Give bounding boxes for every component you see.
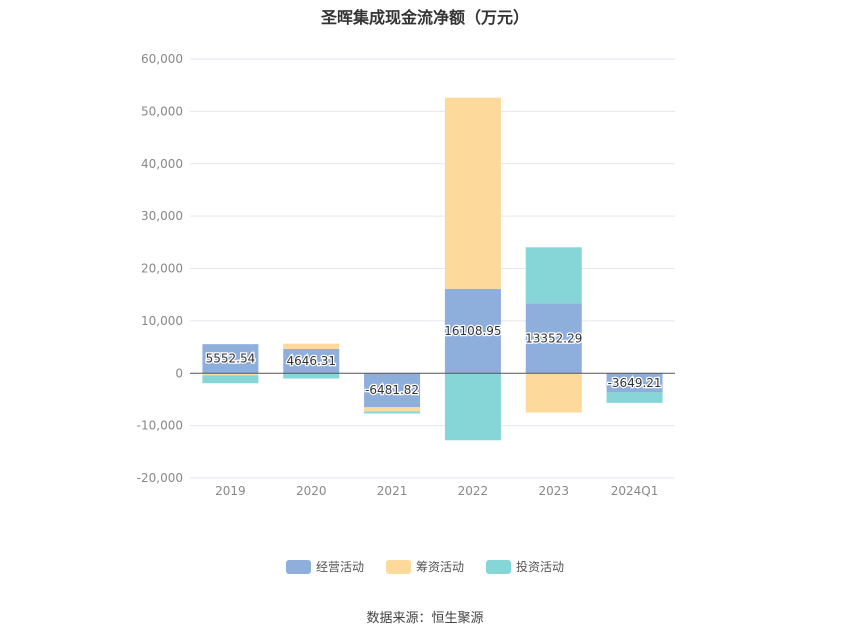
data-label: 4646.31 bbox=[286, 354, 336, 368]
bar bbox=[283, 343, 340, 349]
x-tick-label: 2021 bbox=[377, 484, 408, 498]
bar bbox=[444, 373, 501, 441]
bar bbox=[525, 247, 582, 304]
bar-layer bbox=[202, 97, 663, 441]
bar bbox=[606, 373, 663, 393]
y-tick-label: 50,000 bbox=[141, 104, 183, 118]
bar bbox=[364, 407, 421, 412]
data-label: 16108.95 bbox=[444, 324, 501, 338]
y-tick-label: 30,000 bbox=[141, 209, 183, 223]
legend: 经营活动 筹资活动 投资活动 bbox=[0, 558, 850, 575]
axis-layer: -20,000 -10,000 0 10,000 20,000 30,000 40,000 5… bbox=[137, 52, 675, 498]
bar bbox=[202, 373, 259, 376]
legend-label: 筹资活动 bbox=[415, 560, 464, 574]
bar bbox=[364, 411, 421, 414]
y-tick-label: 60,000 bbox=[141, 52, 183, 66]
legend-label: 经营活动 bbox=[315, 560, 364, 574]
bar bbox=[444, 97, 501, 289]
bar bbox=[283, 348, 340, 374]
legend-item[interactable]: 投资活动 bbox=[486, 558, 564, 575]
legend-item[interactable]: 经营活动 bbox=[285, 558, 364, 575]
bar bbox=[525, 303, 582, 374]
data-label: 5552.54 bbox=[206, 352, 256, 366]
y-tick-label: 40,000 bbox=[141, 157, 183, 171]
x-tick-label: 2020 bbox=[296, 484, 327, 498]
legend-label: 投资活动 bbox=[516, 560, 565, 574]
bar bbox=[283, 373, 340, 379]
bar bbox=[525, 373, 582, 413]
data-label-layer: 5552.54 4646.31 -6481.82 16108.95 13352.29 -3… bbox=[204, 323, 662, 399]
bar bbox=[444, 288, 501, 374]
legend-swatch bbox=[486, 559, 511, 574]
data-label: -3649.21 bbox=[608, 376, 662, 390]
source-note: 数据来源：恒生聚源 bbox=[366, 611, 484, 626]
y-tick-label: 10,000 bbox=[141, 314, 183, 328]
bar bbox=[202, 375, 259, 384]
x-tick-label: 2024Q1 bbox=[611, 484, 659, 498]
x-tick-label: 2019 bbox=[215, 484, 246, 498]
data-label: 13352.29 bbox=[525, 331, 582, 345]
legend-swatch bbox=[385, 559, 411, 574]
data-label: -6481.82 bbox=[365, 383, 419, 397]
y-tick-label: 0 bbox=[175, 366, 183, 380]
bar bbox=[202, 344, 259, 374]
y-tick-label: 20,000 bbox=[141, 262, 183, 276]
grid-layer bbox=[190, 58, 675, 479]
legend-item[interactable]: 筹资活动 bbox=[385, 558, 464, 575]
y-tick-label: -10,000 bbox=[137, 419, 183, 433]
y-tick-label: -20,000 bbox=[137, 471, 183, 485]
x-tick-label: 2023 bbox=[538, 484, 569, 498]
x-tick-label: 2022 bbox=[458, 484, 489, 498]
bar bbox=[606, 392, 663, 403]
chart-title: 圣晖集成现金流净额（万元） bbox=[320, 8, 529, 27]
bar bbox=[364, 373, 421, 408]
legend-swatch bbox=[285, 559, 311, 574]
